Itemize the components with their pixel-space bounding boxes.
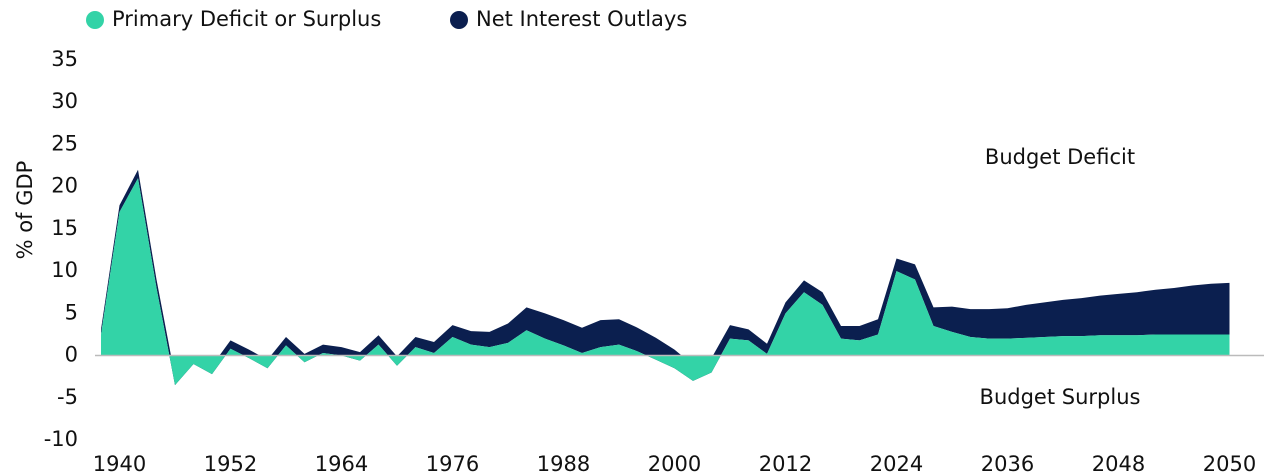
y-tick-label: 20 <box>51 174 78 198</box>
x-tick-label: 2024 <box>870 452 923 476</box>
x-tick-label: 1988 <box>537 452 590 476</box>
y-tick-label: 10 <box>51 258 78 282</box>
x-tick-label: 1976 <box>426 452 479 476</box>
y-tick-label: 30 <box>51 89 78 113</box>
legend-label: Net Interest Outlays <box>476 7 687 31</box>
legend-swatch <box>450 11 468 29</box>
x-tick-label: 1940 <box>93 452 146 476</box>
y-tick-label: 5 <box>65 300 78 324</box>
x-tick-label: 1952 <box>204 452 257 476</box>
y-tick-label: -10 <box>44 427 78 451</box>
y-tick-label: 35 <box>51 47 78 71</box>
x-tick-label: 2036 <box>981 452 1034 476</box>
x-tick-label: 2012 <box>759 452 812 476</box>
annotation: Budget Deficit <box>985 145 1135 169</box>
annotation: Budget Surplus <box>980 385 1141 409</box>
y-axis-label: % of GDP <box>13 161 37 260</box>
y-tick-label: 25 <box>51 131 78 155</box>
area-primary <box>101 178 1230 386</box>
x-tick-label: 1964 <box>315 452 368 476</box>
legend-label: Primary Deficit or Surplus <box>112 7 381 31</box>
x-tick-label: 2000 <box>648 452 701 476</box>
legend-swatch <box>86 11 104 29</box>
y-tick-label: 0 <box>65 343 78 367</box>
y-tick-label: -5 <box>57 385 78 409</box>
y-tick-label: 15 <box>51 216 78 240</box>
x-tick-label: 2048 <box>1092 452 1145 476</box>
x-tick-label: 2050 <box>1203 452 1256 476</box>
